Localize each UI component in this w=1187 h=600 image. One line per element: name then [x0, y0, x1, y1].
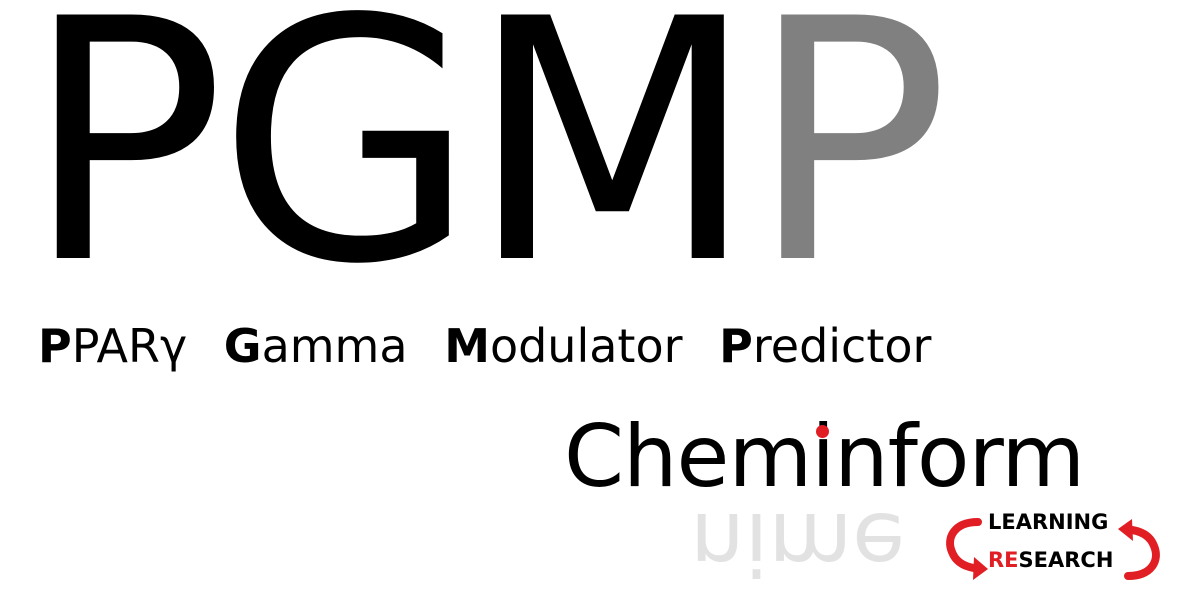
expansion-word-ppar: PPARγ	[38, 323, 187, 369]
acronym-letter-m: M	[468, 0, 756, 337]
expansion-initial: G	[223, 319, 262, 373]
expansion-rest: odulator	[489, 319, 683, 373]
acronym-letter-p: P	[24, 0, 225, 337]
acronym-letter-g: G	[217, 0, 476, 337]
cheminform-reflection: nime	[690, 493, 906, 593]
research-label: RESEARCH	[988, 550, 1113, 571]
expansion-word-gamma: Gamma	[224, 323, 408, 369]
learning-research-arrows-icon	[946, 518, 1160, 580]
expansion-initial: P	[38, 319, 72, 373]
expansion-rest: PARγ	[71, 319, 188, 373]
expansion-initial: P	[719, 319, 753, 373]
research-prefix: RE	[988, 548, 1019, 572]
research-suffix: SEARCH	[1018, 548, 1114, 572]
expansion-initial: M	[444, 319, 490, 373]
pgmp-acronym: PGMP	[24, 0, 950, 337]
expansion-rest: redictor	[752, 319, 932, 373]
expansion-word-predictor: Predictor	[719, 323, 931, 369]
learning-label: LEARNING	[988, 510, 1109, 534]
acronym-letter-p-gray: P	[748, 0, 949, 337]
expansion-word-modulator: Modulator	[444, 323, 682, 369]
expansion-rest: amma	[261, 319, 408, 373]
acronym-expansion: PPARγ Gamma Modulator Predictor	[38, 323, 953, 369]
red-dot-icon	[816, 425, 829, 438]
